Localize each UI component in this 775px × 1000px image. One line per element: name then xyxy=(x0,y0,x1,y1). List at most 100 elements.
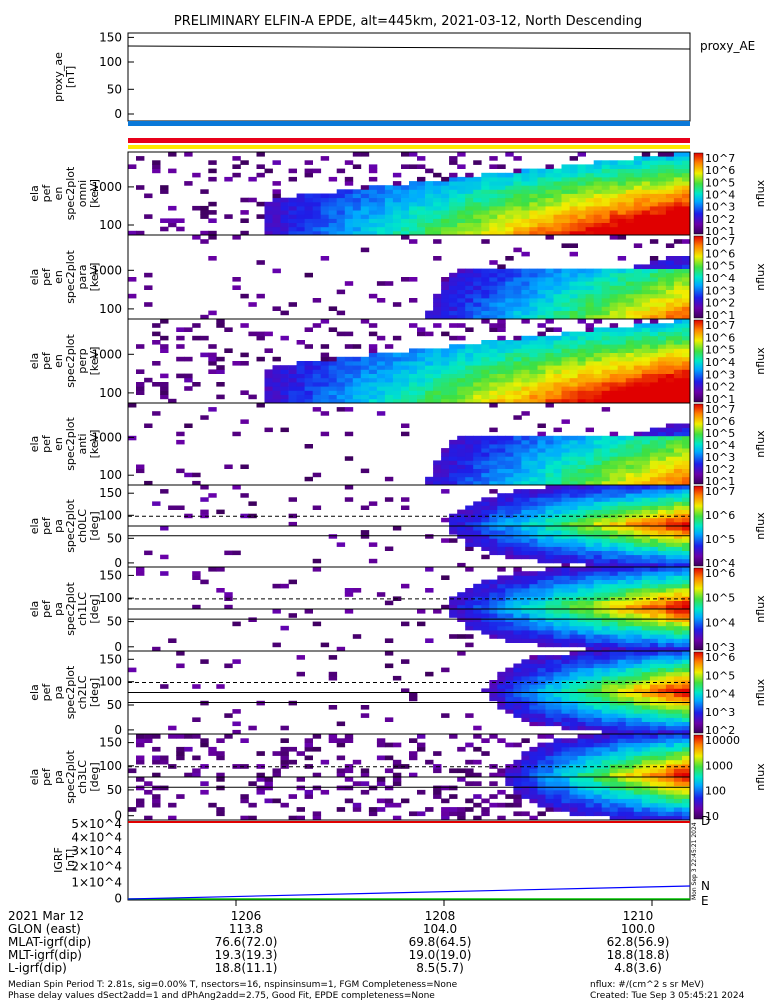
spectrogram-cell xyxy=(641,293,651,299)
spectrogram-cell xyxy=(617,197,627,203)
spectrogram-cell xyxy=(441,460,450,465)
spectrogram-cell xyxy=(657,352,667,358)
spectrogram-cell xyxy=(336,390,346,395)
spectrogram-cell xyxy=(649,160,659,165)
spectrogram-cell xyxy=(593,382,603,387)
spectrogram-cell xyxy=(633,542,643,547)
spectrogram-cell xyxy=(521,293,530,299)
spectrogram-cell xyxy=(392,382,402,387)
spectrogram-cell xyxy=(625,335,635,341)
spectrogram-cell xyxy=(593,646,603,652)
spectrogram-cell xyxy=(312,193,322,199)
spectrogram-cell xyxy=(673,621,683,627)
spectrogram-cell xyxy=(585,588,594,593)
spectrogram-cell xyxy=(336,407,346,412)
spectrogram-cell xyxy=(577,298,586,303)
spectrogram-cells-en_perp xyxy=(136,319,691,404)
spectrogram-cell xyxy=(569,526,578,531)
spectrogram-cell xyxy=(609,480,619,486)
spectrogram-cell xyxy=(425,361,434,366)
spectrogram-cell xyxy=(561,435,570,441)
spectrogram-cell xyxy=(633,789,643,795)
spectrogram-cell xyxy=(601,493,611,498)
spectrogram-cell xyxy=(417,189,426,194)
spectrogram-cell xyxy=(569,713,578,718)
spectrogram-cell xyxy=(505,268,514,274)
spectrogram-cell xyxy=(633,222,643,228)
spectrogram-cell xyxy=(200,415,209,420)
spectrogram-cell xyxy=(328,655,338,660)
spectrogram-cell xyxy=(625,675,635,681)
spectrogram-cell xyxy=(449,289,458,295)
spectrogram-cell xyxy=(441,377,450,383)
spectrogram-cell xyxy=(665,579,675,585)
spectrogram-cell xyxy=(272,609,281,614)
spectrogram-cell xyxy=(545,642,554,648)
spectrogram-cell xyxy=(601,189,611,194)
spectrogram-cell xyxy=(465,609,474,614)
spectrogram-cell xyxy=(682,264,691,269)
spectrogram-cell xyxy=(577,181,586,186)
spectrogram-cell xyxy=(577,663,586,669)
spectrogram-cell xyxy=(657,340,667,345)
spectrogram-cell xyxy=(665,588,675,593)
spectrogram-cell xyxy=(569,625,578,631)
spectrogram-cell xyxy=(633,604,643,610)
spectrogram-cell xyxy=(457,230,466,236)
spectrogram-cell xyxy=(585,651,594,656)
spectrogram-cell xyxy=(601,526,611,531)
spectrogram-cell xyxy=(376,411,386,416)
spectrogram-cell xyxy=(513,352,522,358)
spectrogram-cell xyxy=(376,226,386,232)
spectrogram-cell xyxy=(457,176,466,182)
spectrogram-cell xyxy=(457,298,466,303)
spectrogram-cell xyxy=(649,460,659,465)
spectrogram-cell xyxy=(521,306,530,311)
spectrogram-cell xyxy=(417,226,426,232)
spectrogram-cell xyxy=(625,476,635,482)
spectrogram-cell xyxy=(577,772,586,778)
spectrogram-cell xyxy=(617,798,627,804)
spectrogram-cell xyxy=(625,600,635,606)
spectrogram-cell xyxy=(569,617,578,622)
spectrogram-cell xyxy=(545,700,554,706)
spectrogram-cell xyxy=(577,472,586,478)
spectrogram-cell xyxy=(609,663,619,669)
spectrogram-cell xyxy=(224,214,233,219)
spectrogram-cell xyxy=(553,298,562,303)
spectrogram-cell xyxy=(497,472,506,478)
spectrogram-cell xyxy=(344,431,354,437)
spectrogram-cell xyxy=(641,505,651,510)
spectrogram-cell xyxy=(609,501,619,506)
spectrogram-cell xyxy=(144,815,153,821)
spectrogram-cell xyxy=(392,361,402,366)
spectrogram-cell xyxy=(601,172,611,178)
spectrogram-cell xyxy=(682,289,691,295)
spectrogram-cell xyxy=(320,398,330,404)
spectrogram-cell xyxy=(481,348,490,353)
spectrogram-cell xyxy=(513,230,522,236)
spectrogram-cell xyxy=(529,439,538,445)
spectrogram-cell xyxy=(344,588,354,593)
spectrogram-cell xyxy=(304,369,313,374)
spectrogram-cell xyxy=(296,382,305,387)
spectrogram-cell xyxy=(521,340,530,345)
spectrogram-cell xyxy=(665,725,675,731)
spectrogram-cell xyxy=(304,746,313,752)
spectrogram-cell xyxy=(537,794,546,799)
spectrogram-cell xyxy=(441,394,450,400)
spectrogram-cell xyxy=(665,789,675,795)
spectrogram-cell xyxy=(593,293,603,299)
spectrogram-cell xyxy=(529,684,538,689)
spectrogram-cell xyxy=(497,575,506,580)
spectrogram-cell xyxy=(617,663,627,669)
spectrogram-cell xyxy=(505,277,514,282)
spectrogram-cell xyxy=(601,218,611,223)
spectrogram-cell xyxy=(617,588,627,593)
spectrogram-cell xyxy=(545,713,554,718)
spectrogram-cell xyxy=(577,567,586,572)
spectrogram-cell xyxy=(617,348,627,353)
spectrogram-cell xyxy=(224,348,233,353)
spectrogram-cell xyxy=(545,534,554,539)
spectrogram-cell xyxy=(505,588,514,593)
